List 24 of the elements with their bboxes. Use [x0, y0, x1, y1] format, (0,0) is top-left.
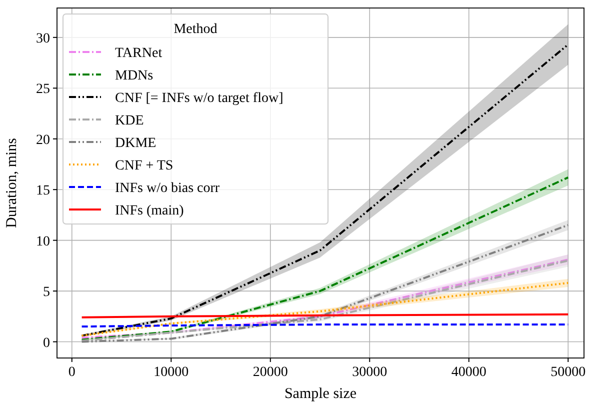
x-tick-label: 0	[68, 365, 76, 380]
legend-label: TARNet	[115, 46, 162, 61]
legend-label: INFs (main)	[115, 204, 184, 218]
legend-label: INFs w/o bias corr	[115, 181, 220, 196]
x-tick-label: 50000	[550, 365, 586, 380]
x-tick-label: 40000	[451, 365, 486, 380]
x-tick-label: 30000	[352, 365, 388, 380]
legend-label: KDE	[115, 114, 144, 128]
y-tick-label: 0	[43, 336, 50, 351]
y-axis-title: Duration, mins	[4, 138, 20, 228]
y-tick-label: 25	[36, 82, 50, 98]
x-tick-label: 20000	[252, 365, 288, 380]
legend-title: Method	[174, 22, 218, 37]
y-tick-label: 10	[36, 234, 50, 250]
y-tick-label: 30	[36, 31, 50, 46]
legend-label: MDNs	[115, 68, 154, 84]
legend-label: DKME	[115, 136, 156, 151]
y-tick-label: 5	[43, 285, 50, 300]
legend-label: CNF [= INFs w/o target flow]	[115, 91, 284, 106]
y-tick-label: 15	[36, 184, 50, 199]
x-axis-title: Sample size	[284, 386, 357, 402]
y-tick-label: 20	[36, 132, 50, 148]
x-tick-label: 10000	[154, 365, 189, 380]
legend-label: CNF + TS	[115, 158, 174, 174]
